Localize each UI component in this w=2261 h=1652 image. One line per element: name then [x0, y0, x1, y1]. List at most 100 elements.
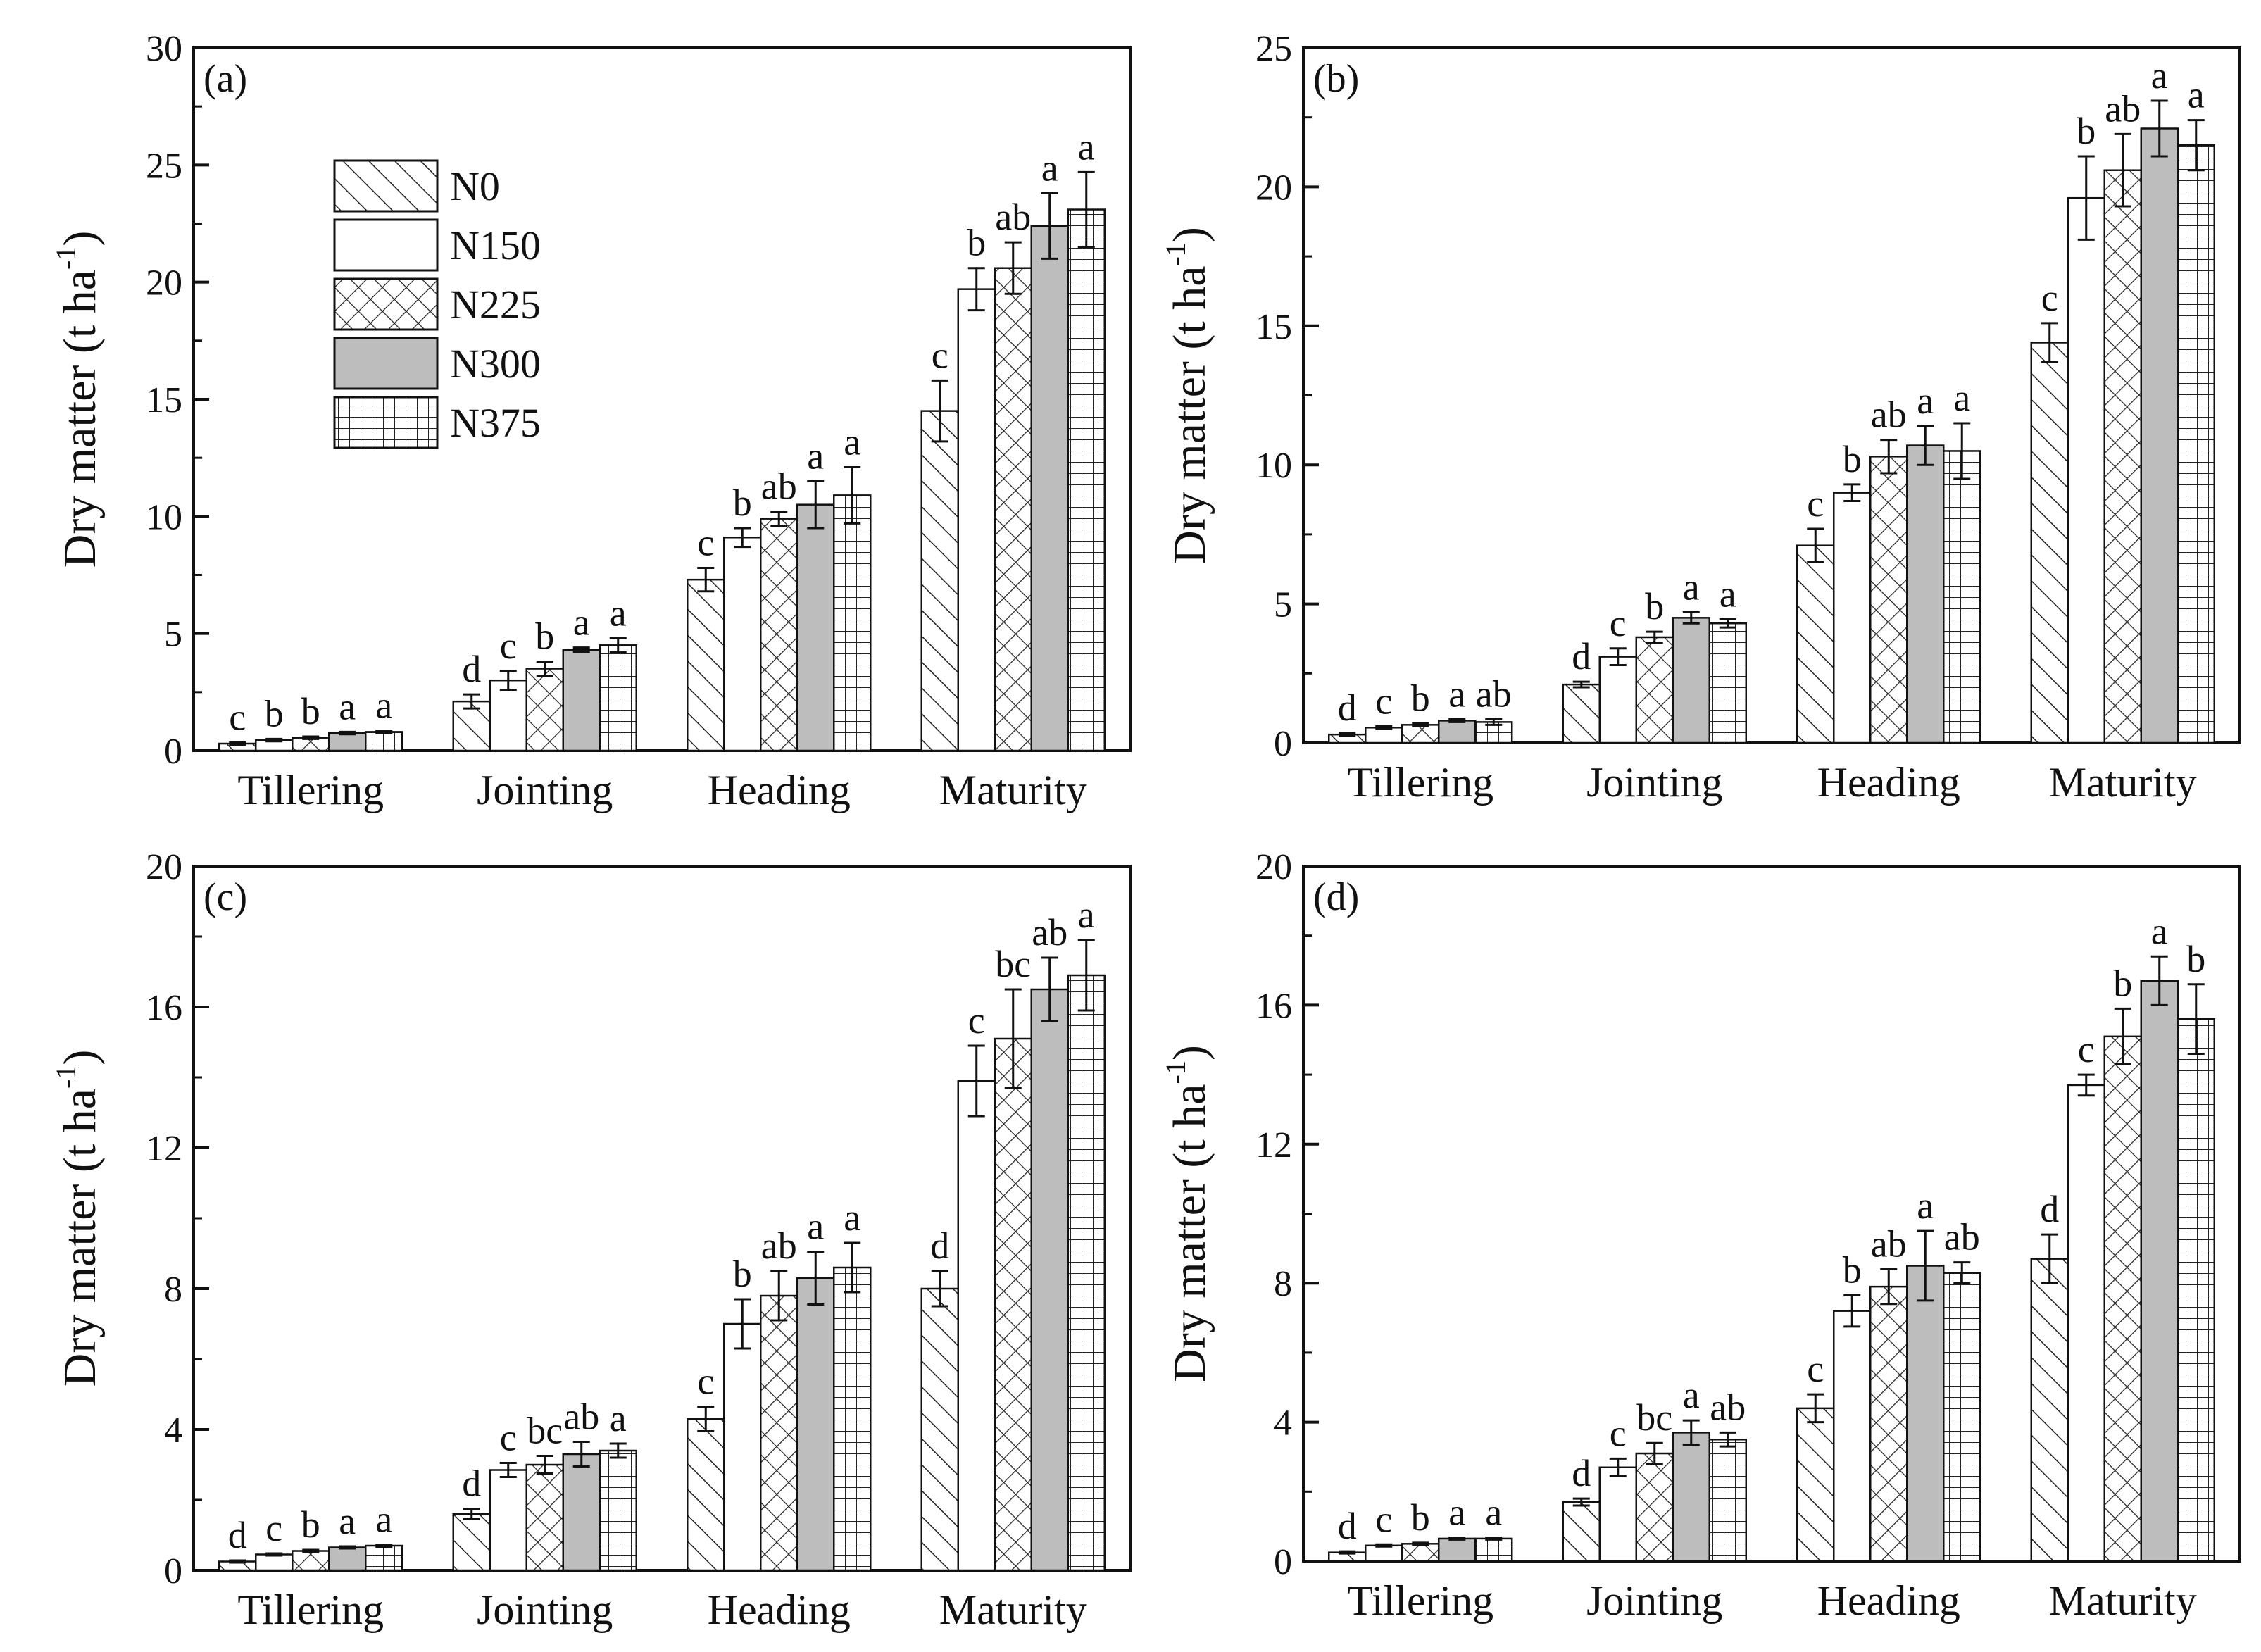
bar-n300 [1906, 444, 1945, 744]
significance-letter: a [2151, 54, 2168, 96]
significance-letter: b [301, 690, 320, 732]
significance-letter: a [339, 1500, 356, 1542]
y-tick-label: 12 [1255, 1125, 1292, 1165]
bar-n150 [2067, 1084, 2105, 1563]
significance-letter: ab [2105, 87, 2141, 130]
significance-letter: d [1572, 1452, 1591, 1494]
significance-letter: ab [761, 465, 797, 508]
significance-letter: c [1375, 1498, 1392, 1540]
bar-n300 [562, 649, 601, 752]
bar-n150 [723, 1322, 762, 1572]
bar-n150 [723, 537, 762, 752]
significance-letter: bc [995, 943, 1031, 985]
bar-n225 [1869, 456, 1908, 744]
y-axis-label-close: ) [54, 1050, 106, 1065]
significance-letter: bc [1636, 1396, 1672, 1439]
significance-letter: a [339, 685, 356, 727]
x-category-label: Maturity [939, 767, 1087, 813]
bar-n375 [2177, 1018, 2215, 1563]
bar-n225 [292, 1550, 330, 1572]
y-axis-label-text: Dry matter (t ha [54, 270, 106, 568]
y-tick-label: 12 [146, 1129, 182, 1169]
bar-n0 [920, 1287, 959, 1572]
bar-n225 [1635, 1452, 1674, 1563]
bar-n300 [1030, 225, 1069, 752]
significance-letter: c [1610, 1412, 1627, 1454]
y-tick-label: 0 [164, 732, 182, 772]
bar-n375 [2177, 144, 2215, 744]
significance-letter: d [1338, 687, 1357, 729]
significance-letter: c [697, 522, 714, 564]
y-tick-label: 0 [1274, 1542, 1292, 1582]
y-tick-label: 4 [1274, 1403, 1292, 1444]
y-axis-label-superscript: -1 [1160, 1060, 1191, 1084]
significance-letter: d [1338, 1505, 1357, 1547]
significance-letter: a [1683, 1374, 1700, 1416]
bar-n150 [1833, 492, 1872, 744]
y-axis-label-superscript: -1 [50, 1065, 82, 1089]
bar-n0 [452, 1513, 491, 1572]
y-axis-label: Dry matter (t ha-1) [50, 231, 106, 568]
y-tick-label: 10 [1255, 446, 1292, 486]
bar-n150 [489, 1469, 527, 1572]
bar-n300 [1438, 720, 1477, 744]
chart-panel: 0 4 8 12 16 20 Dry matter (t ha-1) (c) Tillering… [50, 847, 1132, 1633]
chart-panel: 0 5 10 15 20 25 30 Dry matter (t ha-1) (a) Tiller… [50, 29, 1132, 813]
significance-letter: c [968, 999, 985, 1041]
x-category-label: Tillering [1347, 759, 1493, 806]
chart-panel: 0 4 8 12 16 20 Dry matter (t ha-1) (d) Tillering… [1160, 847, 2241, 1624]
bar-n150 [1833, 1310, 1872, 1563]
bar-n0 [1562, 1501, 1601, 1563]
bar-n150 [1598, 656, 1637, 744]
significance-letter: a [1078, 125, 1095, 168]
y-tick-label: 8 [1274, 1264, 1292, 1304]
significance-letter: a [610, 592, 627, 634]
bar-n300 [1672, 617, 1710, 744]
bar-n225 [994, 1037, 1032, 1572]
bar-n375 [1943, 450, 1981, 744]
significance-letter: a [1683, 565, 1700, 608]
bar-n375 [1708, 1439, 1747, 1563]
x-category-label: Maturity [2049, 1577, 2197, 1624]
significance-letter: b [1411, 1496, 1430, 1539]
bar-n150 [957, 1080, 996, 1572]
bar-n300 [2140, 127, 2179, 744]
chart-panel: 0 5 10 15 20 25 Dry matter (t ha-1) (b) Tillerin… [1160, 29, 2241, 806]
legend-swatch-n300 [333, 337, 439, 390]
bar-n0 [2030, 342, 2069, 744]
bar-n150 [1365, 1544, 1403, 1563]
significance-letter: a [1041, 146, 1058, 189]
x-category-label: Tillering [237, 1587, 384, 1633]
significance-letter: b [2186, 938, 2205, 980]
significance-letter: a [1448, 1491, 1465, 1533]
significance-letter: a [375, 1498, 392, 1541]
significance-letter: c [500, 625, 517, 667]
significance-letter: a [573, 601, 590, 644]
significance-letter: a [610, 1397, 627, 1439]
bar-n0 [2030, 1258, 2069, 1563]
y-tick-label: 0 [164, 1551, 182, 1591]
panel-label: (c) [203, 875, 247, 919]
x-category-label: Jointing [477, 767, 613, 813]
bar-n300 [796, 503, 835, 752]
y-tick-label: 25 [1255, 29, 1292, 69]
significance-letter: d [228, 1514, 247, 1556]
significance-letter: c [2078, 1028, 2095, 1070]
significance-letter: a [1078, 894, 1095, 936]
significance-letter: d [2040, 1188, 2059, 1230]
bar-n375 [833, 494, 872, 752]
y-axis-label-close: ) [1164, 1045, 1215, 1060]
bar-n300 [796, 1277, 835, 1572]
significance-letter: b [301, 1503, 320, 1546]
bar-n300 [328, 1546, 367, 1572]
bar-n225 [1635, 636, 1674, 744]
significance-letter: a [844, 1196, 860, 1239]
significance-letter: ab [1476, 672, 1512, 715]
bar-n375 [1067, 208, 1106, 752]
significance-letter: ab [1944, 1216, 1980, 1258]
significance-letter: c [500, 1417, 517, 1459]
legend-swatch-n0 [333, 159, 439, 213]
significance-letter: ab [995, 196, 1031, 238]
bar-n225 [994, 267, 1032, 752]
significance-letter: ab [1871, 394, 1907, 436]
